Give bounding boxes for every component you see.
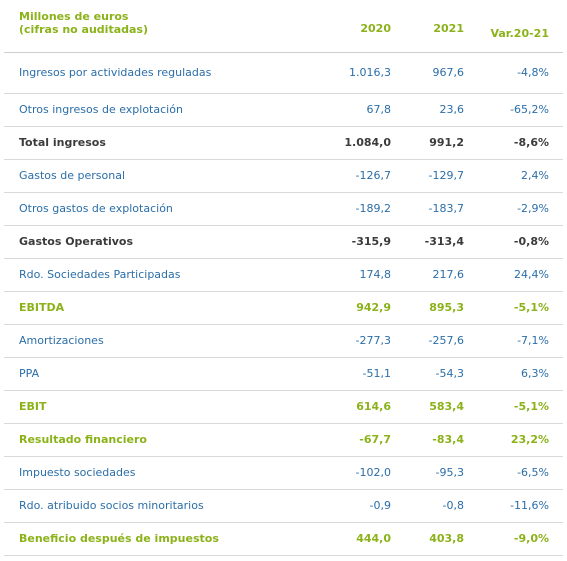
row-label: Impuesto sociedades [4, 456, 334, 490]
row-label: Resultado financiero [4, 423, 334, 457]
cell-var: -5,1% [465, 291, 563, 325]
cell-2020: 444,0 [334, 522, 391, 556]
row-label: EBIT [4, 390, 334, 424]
row-label: Gastos de personal [4, 159, 334, 193]
cell-var: -5,1% [465, 390, 563, 424]
cell-2021: -257,6 [391, 324, 465, 358]
row-label: Rdo. Sociedades Participadas [4, 258, 334, 292]
table-row: EBITDA 942,9 895,3 -5,1% [4, 291, 563, 325]
row-label: Total ingresos [4, 126, 334, 160]
cell-2021: -313,4 [391, 225, 465, 259]
cell-2021: 217,6 [391, 258, 465, 292]
row-label: Otros gastos de explotación [4, 192, 334, 226]
table-row: Beneficio después de impuestos 444,0 403,8… [4, 522, 563, 556]
column-header-var: Var.20-21 [465, 0, 563, 53]
cell-2020: 614,6 [334, 390, 391, 424]
table-row: Amortizaciones -277,3 -257,6 -7,1% [4, 324, 563, 358]
cell-2021: 23,6 [391, 93, 465, 127]
cell-var: -8,6% [465, 126, 563, 160]
row-label: PPA [4, 357, 334, 391]
table-row: EBIT 614,6 583,4 -5,1% [4, 390, 563, 424]
cell-var: -9,0% [465, 522, 563, 556]
table-title-header: Millones de euros (cifras no auditadas) [4, 0, 334, 53]
cell-var: -4,8% [465, 52, 563, 94]
cell-2021: -0,8 [391, 489, 465, 523]
cell-2020: -189,2 [334, 192, 391, 226]
income-statement-table: Millones de euros (cifras no auditadas) … [4, 0, 563, 556]
column-header-2021: 2021 [391, 0, 465, 53]
table-row: Total ingresos 1.084,0 991,2 -8,6% [4, 126, 563, 160]
table-row: Ingresos por actividades reguladas 1.016,… [4, 52, 563, 94]
cell-2021: 403,8 [391, 522, 465, 556]
table-row: Impuesto sociedades -102,0 -95,3 -6,5% [4, 456, 563, 490]
column-header-2020: 2020 [334, 0, 391, 53]
cell-2020: 174,8 [334, 258, 391, 292]
cell-var: -6,5% [465, 456, 563, 490]
cell-2021: 583,4 [391, 390, 465, 424]
cell-var: 23,2% [465, 423, 563, 457]
cell-var: -7,1% [465, 324, 563, 358]
row-label: Beneficio después de impuestos [4, 522, 334, 556]
table-row: Otros gastos de explotación -189,2 -183,7-… [4, 192, 563, 226]
cell-2020: 942,9 [334, 291, 391, 325]
table-header-row: Millones de euros (cifras no auditadas) … [4, 0, 563, 53]
cell-var: -0,8% [465, 225, 563, 259]
table-row: Resultado financiero -67,7 -83,4 23,2% [4, 423, 563, 457]
row-label: Ingresos por actividades reguladas [4, 52, 334, 94]
cell-2020: -126,7 [334, 159, 391, 193]
cell-var: -2,9% [465, 192, 563, 226]
cell-2021: 967,6 [391, 52, 465, 94]
row-label: Rdo. atribuido socios minoritarios [4, 489, 334, 523]
table-title-line1: Millones de euros [19, 10, 129, 23]
row-label: Amortizaciones [4, 324, 334, 358]
cell-2021: -129,7 [391, 159, 465, 193]
cell-2021: -54,3 [391, 357, 465, 391]
cell-var: 24,4% [465, 258, 563, 292]
cell-var: -11,6% [465, 489, 563, 523]
cell-var: -65,2% [465, 93, 563, 127]
cell-2021: 991,2 [391, 126, 465, 160]
cell-var: 2,4% [465, 159, 563, 193]
table-row: Gastos de personal -126,7 -129,7 2,4% [4, 159, 563, 193]
cell-2020: -315,9 [334, 225, 391, 259]
cell-2020: 1.016,3 [334, 52, 391, 94]
cell-2020: 67,8 [334, 93, 391, 127]
row-label: Otros ingresos de explotación [4, 93, 334, 127]
table-title-line2: (cifras no auditadas) [19, 23, 148, 36]
cell-var: 6,3% [465, 357, 563, 391]
row-label: EBITDA [4, 291, 334, 325]
cell-2020: -67,7 [334, 423, 391, 457]
table-row: Rdo. atribuido socios minoritarios -0,9 -0… [4, 489, 563, 523]
cell-2020: -0,9 [334, 489, 391, 523]
cell-2020: -51,1 [334, 357, 391, 391]
cell-2020: -277,3 [334, 324, 391, 358]
row-label: Gastos Operativos [4, 225, 334, 259]
cell-2021: 895,3 [391, 291, 465, 325]
table-row: PPA -51,1 -54,3 6,3% [4, 357, 563, 391]
cell-2021: -83,4 [391, 423, 465, 457]
cell-2020: -102,0 [334, 456, 391, 490]
table-row: Gastos Operativos -315,9 -313,4 -0,8% [4, 225, 563, 259]
cell-2021: -95,3 [391, 456, 465, 490]
cell-2020: 1.084,0 [334, 126, 391, 160]
table-body: Ingresos por actividades reguladas 1.016,… [4, 52, 563, 556]
cell-2021: -183,7 [391, 192, 465, 226]
table-row: Otros ingresos de explotación 67,8 23,6 -65… [4, 93, 563, 127]
table-row: Rdo. Sociedades Participadas 174,8 217,6 24… [4, 258, 563, 292]
